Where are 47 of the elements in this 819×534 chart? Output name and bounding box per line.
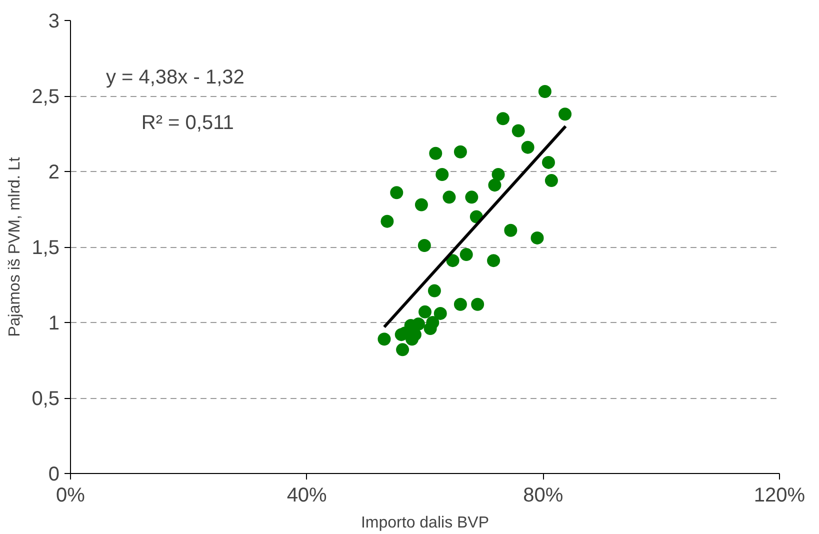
point [496,112,510,126]
point [504,224,518,237]
point [378,332,391,346]
y-tick-label: 1,5 [32,237,60,259]
y-tick-label: 2 [48,162,60,184]
point [428,284,441,298]
point [396,343,410,356]
y-tick-label: 0,5 [32,388,60,410]
y-tick-label: 3 [48,10,60,32]
y-tick-label: 1 [48,312,60,334]
point [538,84,552,98]
point [429,146,442,160]
point [530,231,544,244]
x-axis-title: Importo dalis BVP [360,514,490,532]
x-tick-label: 120% [754,484,806,506]
point [488,178,502,192]
annotation: R² = 0,511 [141,112,234,134]
annotation: y = 4,38x - 1,32 [106,66,244,88]
point [487,254,500,268]
x-tick-label: 40% [286,484,328,506]
point [446,254,460,268]
point [412,318,425,330]
point [471,298,484,311]
point [436,168,449,182]
x-tick-label: 80% [523,484,564,506]
y-tick-label: 0 [48,464,60,486]
point [521,140,534,154]
point [544,174,558,188]
point [454,145,467,158]
point [465,190,478,204]
point [418,239,431,252]
point [434,306,447,320]
point [460,248,473,262]
point [442,190,456,204]
point [390,186,404,200]
point [418,305,432,318]
point [380,214,394,228]
point [558,108,572,121]
y-axis-title: Pajamos iš PVM, mlrd. Lt [6,156,24,337]
point [414,198,428,212]
point [426,316,440,329]
y-tick-label: 2,5 [32,86,60,108]
x-tick-label: 0% [56,484,86,506]
point [454,298,467,311]
point [542,156,555,169]
point [512,124,525,138]
point [492,168,505,182]
